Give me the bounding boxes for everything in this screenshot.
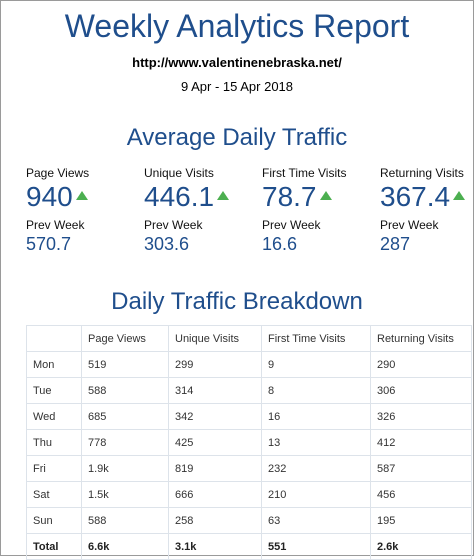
prev-week-value: 570.7 bbox=[26, 234, 72, 254]
table-row: Sun 588 258 63 195 bbox=[26, 507, 472, 534]
metric-value: 940 bbox=[26, 182, 146, 212]
metric-value: 446.1 bbox=[144, 182, 264, 212]
table-cell: 326 bbox=[370, 403, 472, 430]
table-cell: 425 bbox=[168, 429, 262, 456]
table-row: Mon 519 299 9 290 bbox=[26, 351, 472, 378]
table-row: Fri 1.9k 819 232 587 bbox=[26, 455, 472, 482]
metric-label: First Time Visits bbox=[262, 166, 347, 180]
up-triangle-icon bbox=[217, 191, 230, 201]
site-url-link[interactable]: http://www.valentinenebraska.net/ bbox=[132, 55, 342, 70]
table-row: Sat 1.5k 666 210 456 bbox=[26, 481, 472, 508]
day-cell: Mon bbox=[26, 351, 82, 378]
metric-first-time-visits: First Time Visits 78.7 Prev Week 16.6 bbox=[262, 166, 382, 255]
up-triangle-icon bbox=[75, 191, 88, 201]
table-cell: 290 bbox=[370, 351, 472, 378]
table-cell: 306 bbox=[370, 377, 472, 404]
table-cell: 299 bbox=[168, 351, 262, 378]
table-header-row: Page Views Unique Visits First Time Visi… bbox=[26, 325, 472, 352]
prev-week-value: 16.6 bbox=[262, 234, 298, 254]
prev-week-value: 287 bbox=[380, 234, 411, 254]
prev-week-label: Prev Week bbox=[262, 218, 321, 232]
day-cell: Thu bbox=[26, 429, 82, 456]
metric-label: Page Views bbox=[26, 166, 90, 180]
table-row: Thu 778 425 13 412 bbox=[26, 429, 472, 456]
table-cell: 412 bbox=[370, 429, 472, 456]
metric-returning-visits: Returning Visits 367.4 Prev Week 287 bbox=[380, 166, 474, 255]
table-cell: 342 bbox=[168, 403, 262, 430]
day-cell: Tue bbox=[26, 377, 82, 404]
table-cell: 587 bbox=[370, 455, 472, 482]
table-cell: 195 bbox=[370, 507, 472, 534]
table-cell: 9 bbox=[261, 351, 371, 378]
table-cell: 666 bbox=[168, 481, 262, 508]
table-cell: 8 bbox=[261, 377, 371, 404]
metric-label: Returning Visits bbox=[380, 166, 464, 180]
metric-page-views: Page Views 940 Prev Week 570.7 bbox=[26, 166, 146, 255]
metric-label: Unique Visits bbox=[144, 166, 214, 180]
table-cell: 63 bbox=[261, 507, 371, 534]
report-title: Weekly Analytics Report bbox=[64, 8, 410, 44]
column-header: Returning Visits bbox=[370, 325, 472, 352]
table-row: Tue 588 314 8 306 bbox=[26, 377, 472, 404]
prev-week-value: 303.6 bbox=[144, 234, 190, 254]
table-cell: 314 bbox=[168, 377, 262, 404]
metric-value: 367.4 bbox=[380, 182, 474, 212]
table-cell: 16 bbox=[261, 403, 371, 430]
table-cell: 588 bbox=[81, 377, 169, 404]
table-cell: 210 bbox=[261, 481, 371, 508]
day-cell: Wed bbox=[26, 403, 82, 430]
table-cell: 232 bbox=[261, 455, 371, 482]
table-cell: 588 bbox=[81, 507, 169, 534]
table-cell: 1.5k bbox=[81, 481, 169, 508]
up-triangle-icon bbox=[319, 191, 332, 201]
up-triangle-icon bbox=[453, 191, 466, 201]
prev-week-label: Prev Week bbox=[26, 218, 85, 232]
table-cell: 1.9k bbox=[81, 455, 169, 482]
date-range: 9 Apr - 15 Apr 2018 bbox=[180, 79, 294, 94]
table-cell: 778 bbox=[81, 429, 169, 456]
metric-value: 78.7 bbox=[262, 182, 382, 212]
day-cell: Fri bbox=[26, 455, 82, 482]
column-header: First Time Visits bbox=[261, 325, 371, 352]
table-row: Wed 685 342 16 326 bbox=[26, 403, 472, 430]
day-cell: Sat bbox=[26, 481, 82, 508]
day-cell: Sun bbox=[26, 507, 82, 534]
breakdown-heading: Daily Traffic Breakdown bbox=[111, 288, 363, 315]
metric-unique-visits: Unique Visits 446.1 Prev Week 303.6 bbox=[144, 166, 264, 255]
table-cell: 13 bbox=[261, 429, 371, 456]
table-cell: 456 bbox=[370, 481, 472, 508]
column-header bbox=[26, 325, 82, 352]
prev-week-label: Prev Week bbox=[380, 218, 439, 232]
table-cell: 519 bbox=[81, 351, 169, 378]
column-header: Unique Visits bbox=[168, 325, 262, 352]
prev-week-label: Prev Week bbox=[144, 218, 203, 232]
table-cell: 685 bbox=[81, 403, 169, 430]
table-cell: 819 bbox=[168, 455, 262, 482]
column-header: Page Views bbox=[81, 325, 169, 352]
table-cell: 258 bbox=[168, 507, 262, 534]
traffic-heading: Average Daily Traffic bbox=[126, 124, 348, 151]
daily-breakdown-table: Page Views Unique Visits First Time Visi… bbox=[26, 325, 472, 560]
